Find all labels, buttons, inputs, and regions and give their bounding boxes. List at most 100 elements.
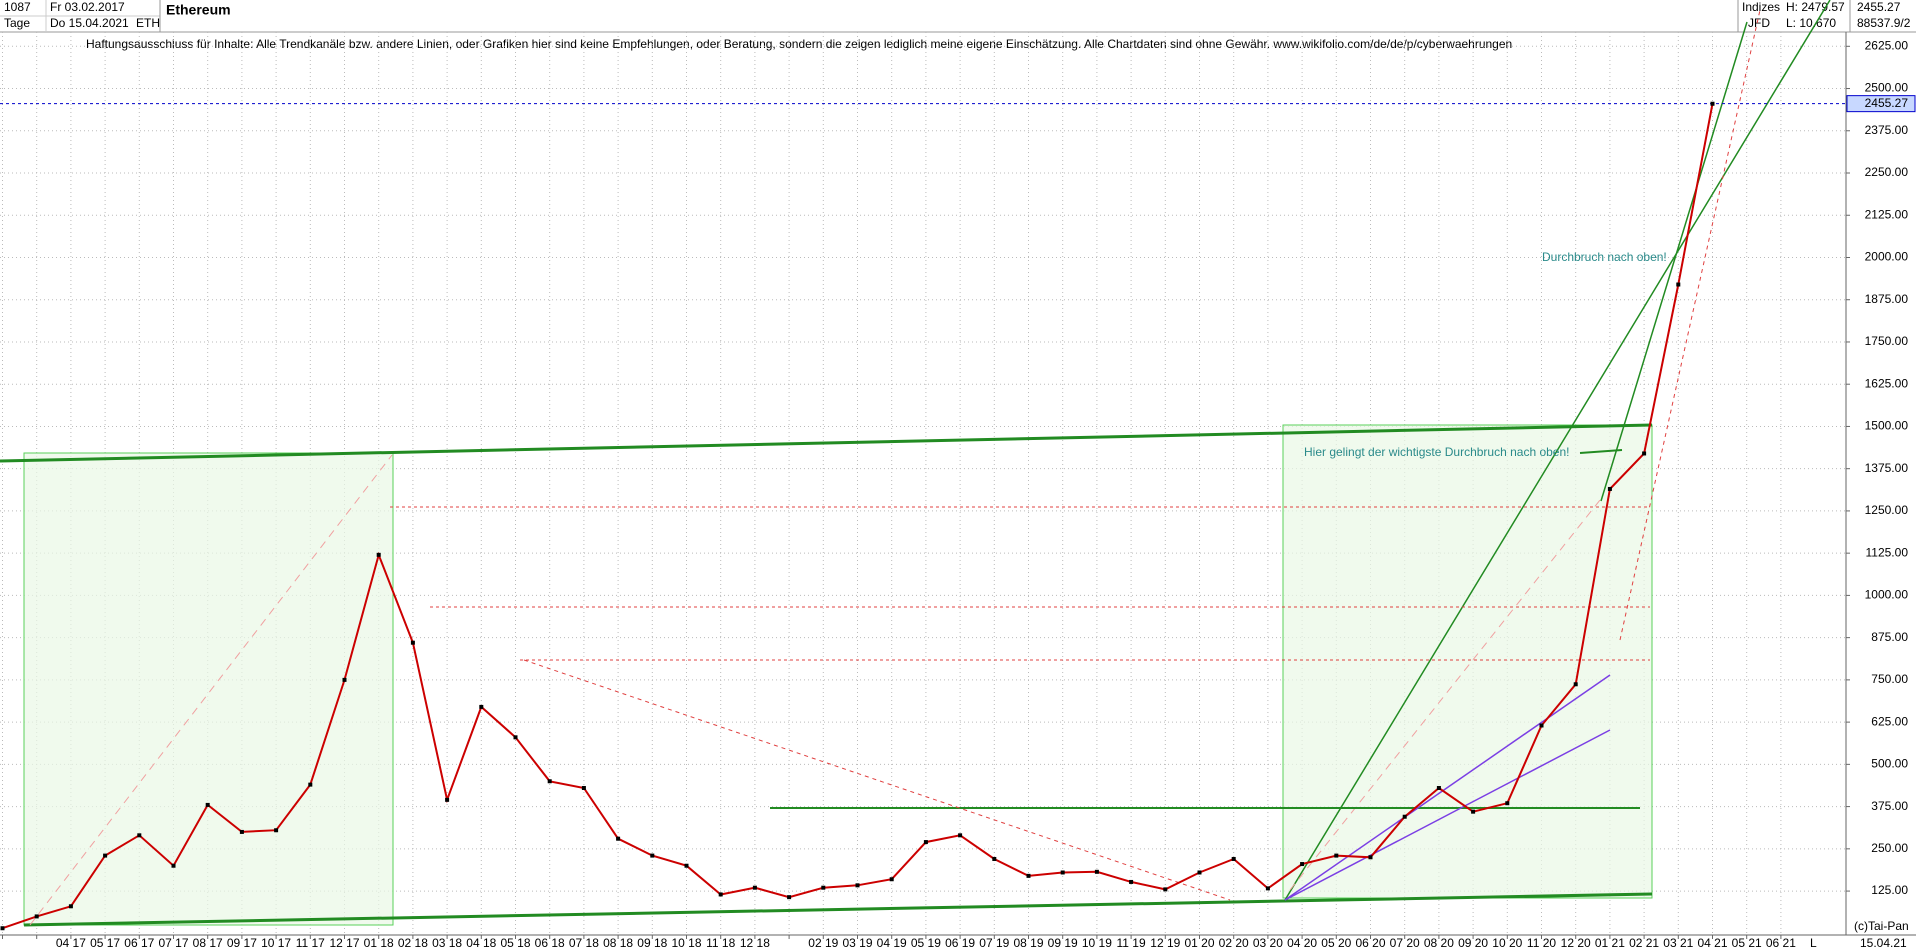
x-tick-label: 06 17 [124, 936, 154, 950]
price-marker [1231, 856, 1236, 861]
price-marker [205, 802, 210, 807]
price-marker [1026, 873, 1031, 878]
price-marker [1573, 682, 1578, 687]
price-marker [410, 640, 415, 645]
price-marker [1607, 486, 1612, 491]
exchange: JFD [1748, 16, 1770, 30]
price-label-box [1846, 95, 1916, 113]
price-marker [1676, 282, 1681, 287]
y-tick-label: 500.00 [1871, 757, 1908, 771]
x-tick-label: 09 19 [1048, 936, 1078, 950]
bars-count: 1087 [4, 0, 31, 14]
x-tick-label: 07 19 [979, 936, 1009, 950]
y-tick-label: 2375.00 [1865, 123, 1909, 137]
price-marker [889, 877, 894, 882]
price-marker [1060, 870, 1065, 875]
price-marker [103, 853, 108, 858]
price-marker [1505, 801, 1510, 806]
x-tick-label: 06 21 [1766, 936, 1796, 950]
price-marker [821, 885, 826, 890]
x-tick-label: 11 17 [296, 936, 325, 950]
group: Indizes [1742, 0, 1780, 14]
x-tick-label: 06 18 [535, 936, 565, 950]
x-tick-label: 08 19 [1013, 936, 1043, 950]
price-marker [137, 833, 142, 838]
price-marker [1300, 862, 1305, 867]
y-tick-label: 1000.00 [1865, 588, 1909, 602]
x-tick-label: 01 18 [364, 936, 394, 950]
x-tick-label: 12 17 [329, 936, 359, 950]
price-marker [513, 735, 518, 740]
price-marker [1710, 101, 1715, 106]
x-tick-label: 09 17 [227, 936, 257, 950]
price-marker [1402, 814, 1407, 819]
x-tick-label: 05 20 [1321, 936, 1351, 950]
price-marker [1094, 869, 1099, 874]
x-tick-label: 07 20 [1390, 936, 1420, 950]
price-marker [547, 779, 552, 784]
price-marker [581, 786, 586, 791]
price-marker [752, 885, 757, 890]
x-tick-label: 09 18 [637, 936, 667, 950]
x-tick-label: 08 18 [603, 936, 633, 950]
y-tick-label: 875.00 [1871, 630, 1908, 644]
price-marker [1197, 870, 1202, 875]
trend-line [0, 423, 1653, 463]
x-tick-label: 01 21 [1595, 936, 1625, 950]
price-marker [958, 833, 963, 838]
x-tick-label: 12 20 [1561, 936, 1591, 950]
price-marker [1436, 786, 1441, 791]
y-tick-label: 375.00 [1871, 799, 1908, 813]
y-tick-label: 2500.00 [1865, 81, 1909, 95]
price-marker [684, 863, 689, 868]
range-box [23, 452, 394, 926]
price-marker [1642, 451, 1647, 456]
y-tick-label: 1875.00 [1865, 292, 1909, 306]
x-tick-label: 12 19 [1150, 936, 1180, 950]
x-tick-label: 10 17 [261, 936, 291, 950]
y-tick-label: 125.00 [1871, 883, 1908, 897]
y-tick-label: 2625.00 [1865, 38, 1909, 52]
start-date: Fr 03.02.2017 [50, 0, 125, 14]
x-tick-label: 09 20 [1458, 936, 1488, 950]
low: L: 10.670 [1786, 16, 1836, 30]
x-tick-label: 05 21 [1732, 936, 1762, 950]
price-marker [34, 914, 39, 919]
y-tick-label: 750.00 [1871, 672, 1908, 686]
trend-line [1600, 21, 1748, 502]
annotation: Durchbruch nach oben! [1542, 250, 1667, 264]
trend-line [1284, 729, 1611, 901]
x-tick-label: 12 18 [740, 936, 770, 950]
x-tick-label: 04 18 [466, 936, 496, 950]
price-marker [1163, 887, 1168, 892]
copyright: (c)Tai-Pan [1854, 919, 1909, 933]
x-tick-label: 01 20 [1184, 936, 1214, 950]
price-marker [274, 828, 279, 833]
x-tick-label: 11 19 [1117, 936, 1146, 950]
x-tick-label: 04 21 [1697, 936, 1727, 950]
x-tick-label: 05 18 [500, 936, 530, 950]
y-tick-label: 250.00 [1871, 841, 1908, 855]
price-marker [1265, 886, 1270, 891]
annotation: Hier gelingt der wichtigste Durchbruch n… [1304, 445, 1569, 459]
x-tick-label: 10 20 [1492, 936, 1522, 950]
price-marker [855, 883, 860, 888]
range-box [1282, 424, 1653, 899]
y-tick-label: 1125.00 [1866, 545, 1909, 559]
end-date: Do 15.04.2021 [50, 16, 129, 30]
y-tick-label: 1250.00 [1865, 503, 1909, 517]
price-marker [992, 856, 997, 861]
x-tick-label: 08 20 [1424, 936, 1454, 950]
x-tick-label: 05 17 [90, 936, 120, 950]
price-marker [1539, 723, 1544, 728]
x-tick-label: 02 19 [808, 936, 838, 950]
price-label: 2455.27 [1865, 96, 1909, 110]
arrow [1579, 449, 1623, 454]
last-price: 2455.27 [1857, 0, 1901, 14]
trend-line [1284, 0, 1831, 901]
interval[interactable]: Tage [4, 16, 30, 30]
x-tick-label: 04 17 [56, 936, 86, 950]
x-tick-label: 07 17 [158, 936, 188, 950]
x-tick-label: 03 20 [1253, 936, 1283, 950]
